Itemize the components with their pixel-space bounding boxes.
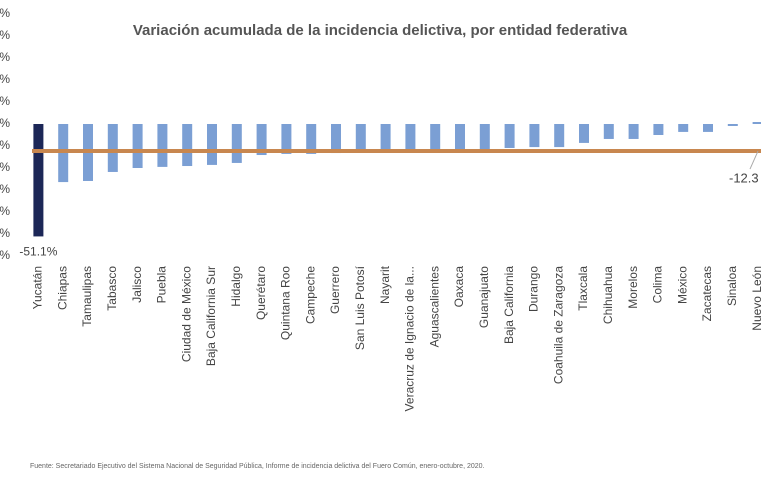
x-tick-label: Chiapas — [55, 266, 69, 310]
y-tick-label: % — [0, 248, 10, 262]
bar — [331, 124, 341, 154]
x-tick-label: Coahuila de Zaragoza — [551, 266, 565, 384]
bar — [479, 124, 490, 150]
bar — [628, 124, 639, 139]
bar — [132, 124, 143, 168]
x-tick-label: Zacatecas — [700, 266, 714, 321]
y-tick-label: % — [0, 138, 10, 152]
bar — [430, 124, 441, 150]
bar — [703, 124, 713, 132]
x-tick-label: Sinaloa — [725, 266, 739, 306]
bar — [504, 124, 515, 148]
bar — [231, 124, 242, 163]
x-tick-label: Chihuahua — [601, 266, 615, 324]
bar — [529, 124, 540, 148]
bar — [306, 124, 317, 154]
x-tick-label: Yucatán — [31, 266, 45, 309]
x-tick-label: Querétaro — [254, 266, 268, 320]
value-label: -51.1% — [19, 245, 57, 259]
bar — [405, 124, 416, 150]
x-tick-label: Jalisco — [130, 266, 144, 303]
bar — [752, 122, 761, 124]
bar — [727, 124, 738, 126]
bar — [182, 124, 193, 167]
x-tick-label: Tamaulipas — [80, 266, 94, 327]
bar — [107, 124, 118, 172]
x-tick-label: San Luis Potosí — [353, 265, 367, 350]
bar — [653, 124, 664, 135]
x-tick-label: Morelos — [626, 266, 640, 309]
reference-label: -12.3 — [729, 170, 759, 185]
x-tick-label: Nuevo León — [750, 266, 761, 331]
x-tick-label: Hidalgo — [229, 266, 243, 307]
y-tick-label: % — [0, 28, 10, 42]
source-note: Fuente: Secretariado Ejecutivo del Siste… — [30, 463, 485, 470]
bar — [455, 124, 465, 150]
x-tick-label: Puebla — [155, 266, 169, 304]
y-tick-label: % — [0, 50, 10, 64]
bar — [554, 124, 565, 148]
x-tick-label: Aguascalientes — [427, 266, 441, 347]
reference-leader — [749, 150, 759, 170]
x-tick-label: Oaxaca — [452, 266, 466, 308]
x-tick-label: Tlaxcala — [576, 266, 590, 311]
x-tick-label: Tabasco — [105, 266, 119, 311]
bar — [603, 124, 614, 139]
x-tick-label: Baja California Sur — [204, 266, 218, 366]
y-tick-label: % — [0, 204, 10, 218]
y-tick-label: % — [0, 6, 10, 20]
chart-title: Variación acumulada de la incidencia del… — [133, 22, 628, 39]
bar — [579, 124, 589, 143]
y-tick-label: % — [0, 226, 10, 240]
bar — [256, 124, 267, 156]
bar — [355, 124, 366, 150]
x-tick-label: Baja California — [502, 266, 516, 344]
x-tick-label: Quintana Roo — [279, 266, 293, 340]
bar — [678, 124, 689, 132]
x-tick-label: Nayarit — [378, 265, 392, 304]
y-tick-label: % — [0, 182, 10, 196]
y-tick-label: % — [0, 94, 10, 108]
x-tick-label: Colima — [651, 266, 665, 304]
x-tick-label: Durango — [527, 266, 541, 312]
bar — [33, 124, 44, 237]
bar — [380, 124, 391, 150]
bar — [207, 124, 217, 165]
y-tick-label: % — [0, 72, 10, 86]
x-tick-label: Guanajuato — [477, 266, 491, 328]
y-tick-label: % — [0, 116, 10, 130]
x-tick-label: Ciudad de México — [179, 266, 193, 362]
x-tick-label: México — [675, 266, 689, 304]
y-tick-label: % — [0, 160, 10, 174]
bar — [157, 124, 168, 167]
bar — [281, 124, 292, 154]
x-tick-label: Guerrero — [328, 266, 342, 314]
x-tick-label: Campeche — [303, 266, 317, 324]
x-tick-label: Veracruz de Ignacio de la... — [403, 266, 417, 411]
